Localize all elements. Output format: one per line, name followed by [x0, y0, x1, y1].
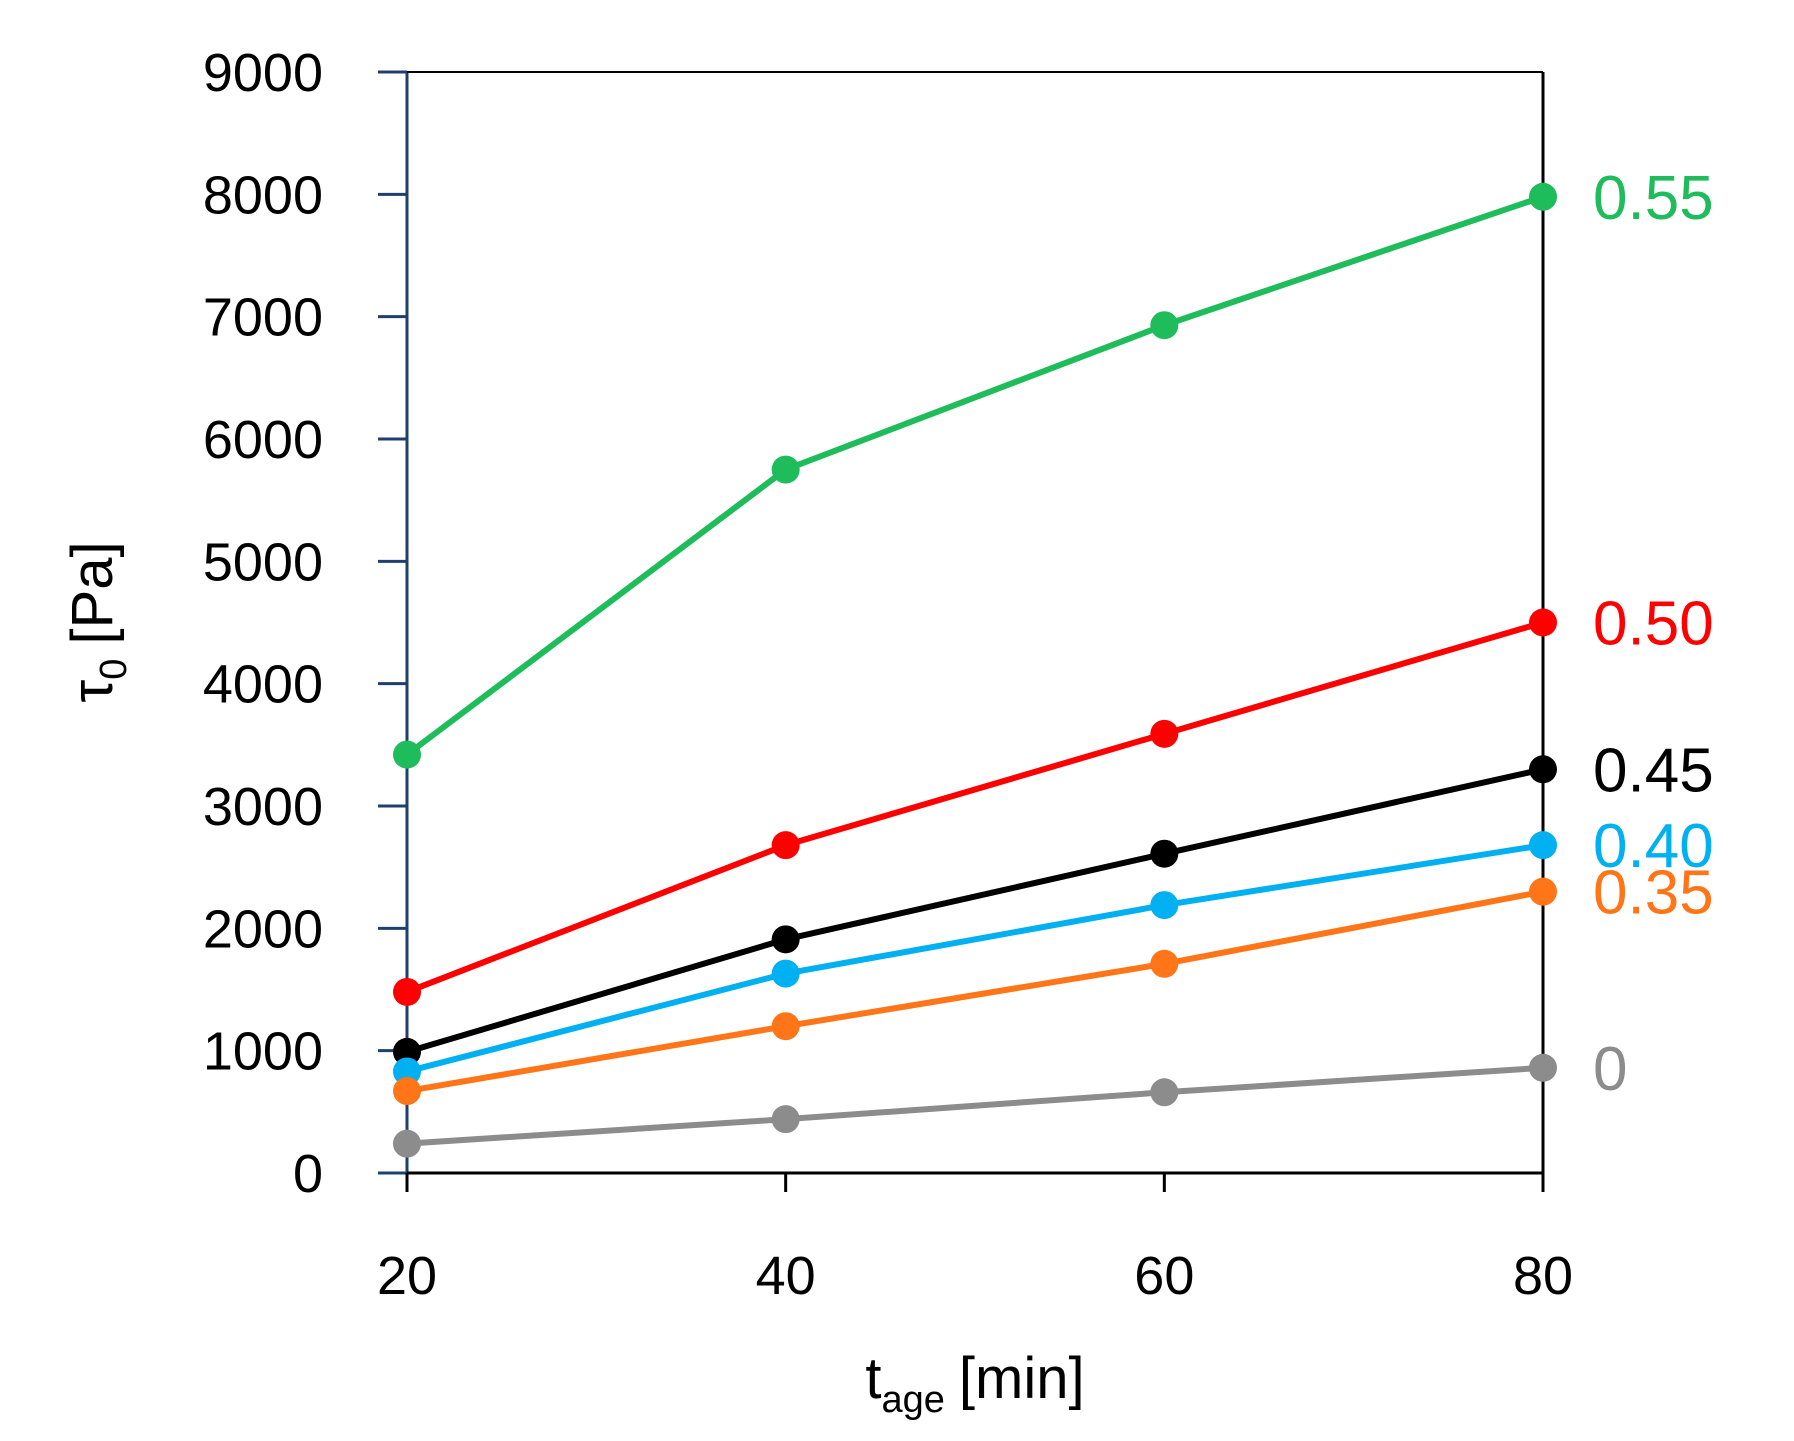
x-axis-label: tage [min] — [865, 1346, 1084, 1421]
series-line — [406, 1064, 1544, 1147]
series-line — [406, 766, 1544, 1055]
y-tick-label: 4000 — [203, 655, 323, 715]
data-point — [771, 925, 800, 954]
x-axis-label-unit: [min] — [959, 1346, 1085, 1411]
y-tick-label: 6000 — [203, 410, 323, 470]
data-point — [771, 1105, 800, 1134]
series-label: 0.55 — [1593, 164, 1714, 233]
x-tick-label: 80 — [1513, 1246, 1573, 1306]
data-point — [393, 1037, 421, 1066]
data-point — [771, 831, 800, 860]
y-tick-label: 9000 — [203, 43, 323, 103]
data-point — [1150, 891, 1179, 920]
data-point — [1150, 719, 1179, 748]
series-label: 0.35 — [1593, 859, 1714, 928]
data-point — [1150, 949, 1179, 978]
y-tick-label: 3000 — [203, 777, 323, 837]
data-point — [1529, 755, 1557, 784]
data-point — [1529, 182, 1557, 211]
data-point — [771, 455, 800, 484]
y-tick-label: 5000 — [203, 532, 323, 592]
series-line — [406, 888, 1544, 1094]
series-labels: 0.55 0.50 0.45 0.400.35 0 — [1593, 164, 1714, 1104]
series-label: 0.45 — [1593, 736, 1714, 805]
x-tick-label: 40 — [756, 1246, 816, 1306]
y-tick-label: 2000 — [203, 899, 323, 959]
y-axis-label: τ0 [Pa] — [60, 541, 135, 702]
data-point — [1150, 839, 1179, 868]
series-label: 0.50 — [1593, 590, 1714, 659]
y-ticks: 0 1000 2000 3000 4000 5000 6000 7000 8000 9000 — [203, 43, 407, 1204]
data-point — [393, 977, 421, 1006]
series-line — [405, 193, 1544, 758]
y-axis-label-main: τ — [60, 680, 125, 703]
x-axis-label-sub: age — [882, 1379, 945, 1421]
y-tick-label: 1000 — [203, 1022, 323, 1082]
data-point — [1529, 831, 1557, 860]
data-point — [1150, 311, 1179, 340]
x-tick-label: 20 — [377, 1246, 437, 1306]
data-point — [771, 959, 800, 988]
series-label: 0 — [1593, 1035, 1627, 1104]
data-point — [1529, 877, 1557, 906]
y-tick-label: 8000 — [203, 165, 323, 225]
series-label: 0.40 — [1593, 812, 1714, 881]
series-line — [405, 619, 1544, 995]
data-point — [393, 1129, 421, 1158]
data-point — [1150, 1078, 1179, 1107]
series-line — [406, 842, 1544, 1075]
y-tick-label: 7000 — [203, 288, 323, 348]
data-point — [393, 1057, 421, 1086]
y-axis-label-sub: 0 — [93, 659, 135, 680]
data-point — [1529, 1053, 1557, 1082]
data-point — [393, 1077, 421, 1106]
y-axis-label-unit: [Pa] — [60, 541, 125, 644]
series-group — [393, 182, 1557, 1158]
data-point — [393, 740, 421, 769]
x-tick-label: 60 — [1134, 1246, 1194, 1306]
data-point — [771, 1012, 800, 1041]
x-axis-label-main: t — [865, 1346, 881, 1411]
x-ticks: 20 40 60 80 — [377, 1173, 1573, 1306]
y-tick-label: 0 — [293, 1144, 323, 1204]
data-point — [1529, 608, 1557, 637]
